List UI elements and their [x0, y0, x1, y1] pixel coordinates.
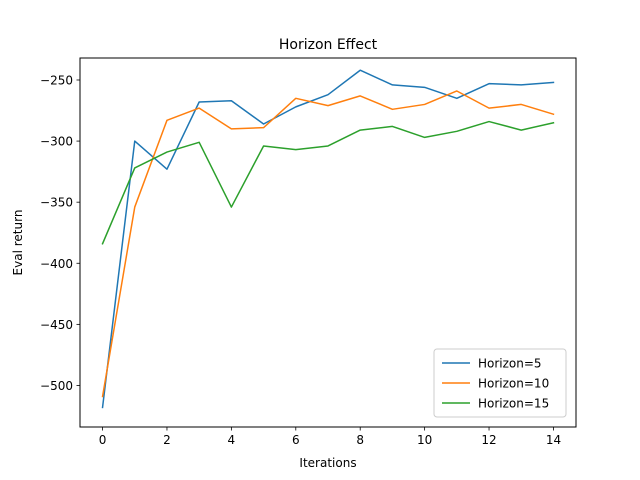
- y-tick-label: −500: [40, 379, 73, 393]
- y-axis-label: Eval return: [11, 210, 25, 276]
- legend-label-1: Horizon=5: [478, 357, 542, 371]
- y-axis: −500 −450 −400 −350 −300 −250: [40, 73, 80, 393]
- series-line-2: [101, 90, 555, 398]
- y-tick-label: −450: [40, 318, 73, 332]
- y-tick-label: −250: [40, 73, 73, 87]
- x-tick-label: 4: [228, 433, 236, 447]
- x-tick-label: 10: [417, 433, 432, 447]
- x-tick-label: 0: [99, 433, 107, 447]
- series-line-1: [101, 69, 555, 409]
- series-line-3: [101, 120, 555, 245]
- y-tick-label: −350: [40, 196, 73, 210]
- legend-label-3: Horizon=15: [478, 397, 549, 411]
- x-tick-label: 2: [163, 433, 171, 447]
- y-tick-label: −400: [40, 257, 73, 271]
- legend-label-2: Horizon=10: [478, 377, 549, 391]
- chart-title: Horizon Effect: [279, 37, 378, 53]
- x-tick-label: 12: [481, 433, 496, 447]
- x-axis: 0 2 4 6 8 10 12 14: [99, 427, 561, 447]
- x-tick-label: 14: [546, 433, 561, 447]
- y-tick-label: −300: [40, 135, 73, 149]
- x-tick-label: 8: [356, 433, 364, 447]
- legend-box: [433, 348, 567, 418]
- x-tick-label: 6: [292, 433, 300, 447]
- plot-frame: [79, 57, 577, 428]
- x-axis-label: Iterations: [299, 456, 356, 470]
- legend: Horizon=5 Horizon=10 Horizon=15: [433, 348, 567, 418]
- plot-area: [101, 69, 555, 409]
